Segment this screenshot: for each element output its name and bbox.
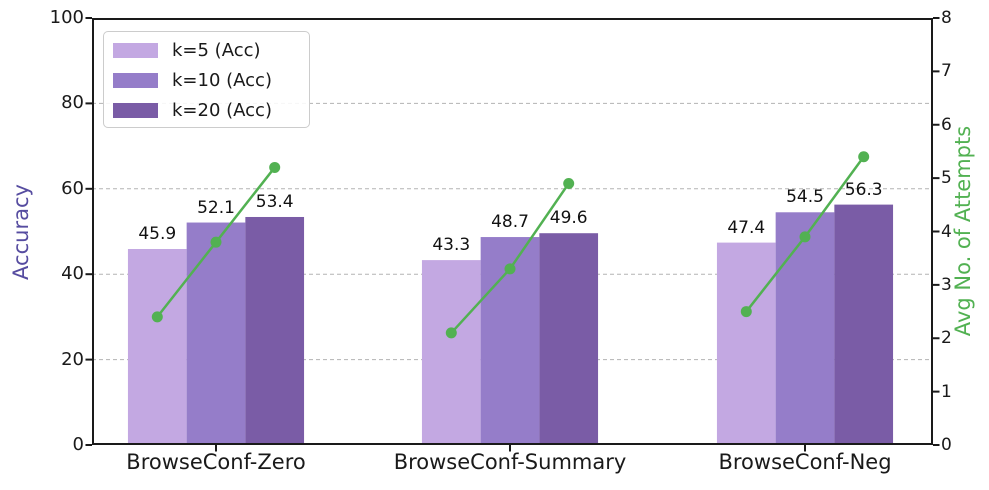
y-left-tick-label: 40 [61, 263, 84, 285]
bar-k-5-acc--2 [716, 242, 776, 445]
bar-k-10-acc--0 [186, 222, 246, 445]
y-left-tick-label: 60 [61, 177, 84, 199]
x-category-label-1: BrowseConf-Summary [393, 450, 627, 474]
x-category-label-0: BrowseConf-Zero [126, 450, 306, 474]
y-right-tick-label: 3 [941, 274, 952, 295]
attempts-point-0-0 [151, 311, 163, 323]
legend-label: k=20 (Acc) [172, 99, 272, 121]
attempts-point-2-2 [858, 151, 870, 163]
bar-value-label: 54.5 [786, 187, 824, 208]
attempts-point-1-1 [504, 263, 516, 275]
attempts-point-2-0 [740, 306, 752, 318]
y-left-tick-label: 80 [61, 92, 84, 114]
x-category-label-2: BrowseConf-Neg [718, 450, 892, 474]
y-right-tick-label: 2 [941, 328, 952, 349]
y-right-tick-label: 8 [941, 8, 952, 28]
bar-k-5-acc--0 [127, 249, 187, 445]
bar-k-20-acc--1 [539, 233, 599, 445]
y-right-tick-label: 7 [941, 61, 952, 82]
legend-swatch-icon [113, 72, 158, 88]
y-left-tick-label: 20 [61, 348, 84, 370]
bar-value-label: 45.9 [138, 224, 177, 244]
legend-label: k=5 (Acc) [172, 39, 261, 61]
bar-value-label: 43.3 [432, 235, 471, 256]
attempts-point-0-2 [269, 161, 281, 173]
plot-canvas [85, 17, 940, 452]
legend-row-1: k=10 (Acc) [113, 65, 309, 95]
bar-k-10-acc--2 [775, 212, 835, 445]
right-axis-title: Avg No. of Attempts [951, 125, 975, 337]
y-right-tick-label: 5 [941, 168, 952, 189]
bar-value-label: 47.4 [727, 217, 766, 238]
bar-value-label: 53.4 [255, 191, 294, 212]
legend-swatch-icon [113, 42, 158, 58]
plot-area: k=5 (Acc) k=10 (Acc) k=20 (Acc) [85, 17, 940, 452]
attempts-point-0-1 [210, 236, 222, 248]
bar-value-label: 56.3 [844, 179, 883, 200]
legend: k=5 (Acc) k=10 (Acc) k=20 (Acc) [103, 31, 310, 128]
y-left-tick-label: 100 [49, 7, 84, 28]
y-right-tick-label: 6 [941, 114, 952, 135]
y-right-tick-label: 1 [941, 381, 952, 402]
bar-value-label: 48.7 [491, 212, 529, 233]
bar-k-20-acc--0 [245, 216, 305, 445]
bar-k-5-acc--1 [421, 260, 481, 445]
y-right-tick-label: 0 [941, 435, 952, 455]
plot-frame [92, 18, 933, 445]
bar-value-label: 52.1 [197, 197, 235, 218]
bar-value-label: 49.6 [549, 208, 588, 229]
legend-row-0: k=5 (Acc) [113, 35, 309, 65]
y-right-tick-label: 4 [941, 221, 952, 242]
bar-k-20-acc--2 [834, 204, 894, 445]
legend-label: k=10 (Acc) [172, 69, 272, 91]
legend-swatch-icon [113, 102, 158, 118]
attempts-point-1-2 [563, 177, 575, 189]
attempts-point-2-1 [799, 231, 811, 243]
attempts-point-1-0 [445, 327, 457, 339]
legend-row-2: k=20 (Acc) [113, 95, 309, 125]
y-left-tick-label: 0 [72, 434, 84, 455]
